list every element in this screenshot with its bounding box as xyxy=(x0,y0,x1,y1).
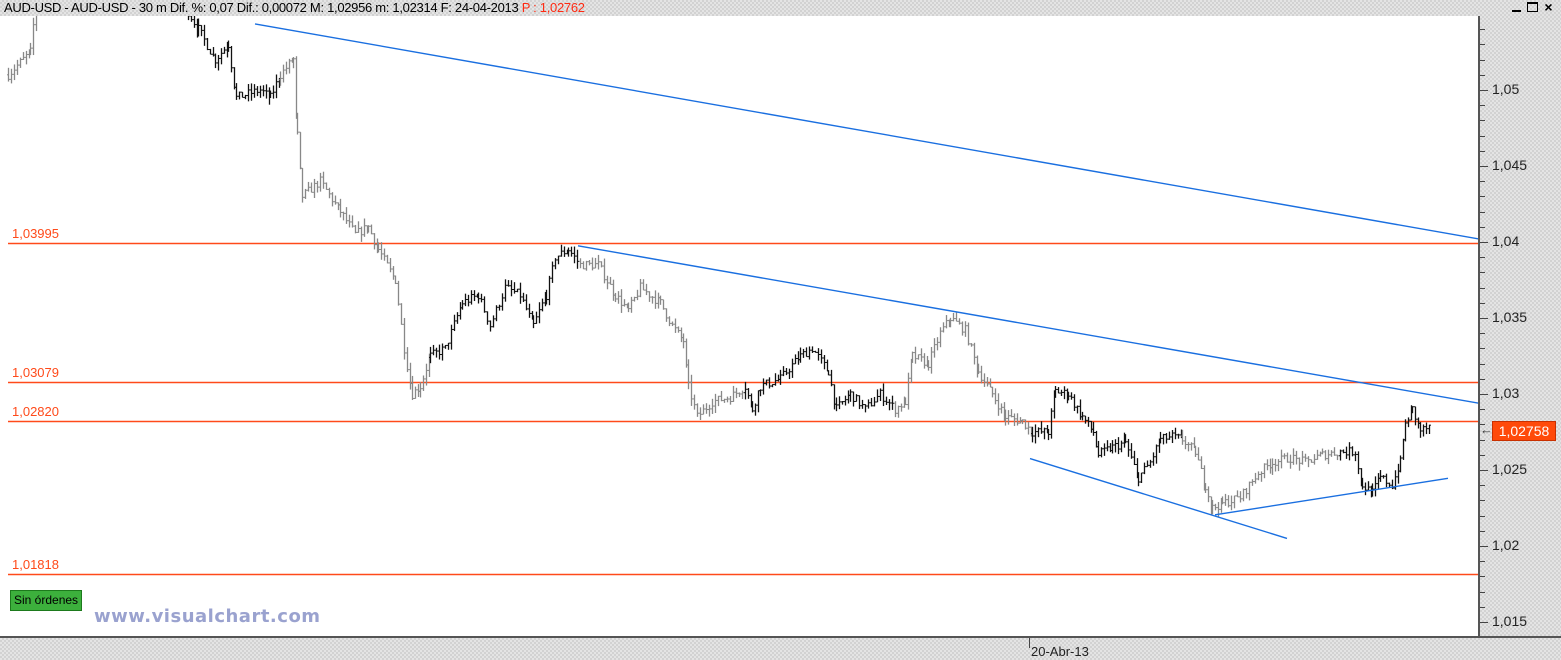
y-tick-mark xyxy=(1480,166,1488,167)
y-tick-mark xyxy=(1480,29,1485,31)
title-last-price: P : 1,02762 xyxy=(521,0,585,15)
title-dif: Dif.: 0,00072 xyxy=(236,0,307,15)
title-min: m: 1,02314 xyxy=(375,0,438,15)
maximize-button[interactable] xyxy=(1526,1,1539,14)
y-tick-mark xyxy=(1480,150,1485,152)
y-tick-mark xyxy=(1480,606,1485,608)
y-tick-mark xyxy=(1480,196,1485,198)
y-tick-mark xyxy=(1480,546,1488,547)
level-label: 1,02820 xyxy=(12,403,59,419)
x-tick-mark xyxy=(1029,638,1030,648)
y-tick-mark xyxy=(1480,378,1485,380)
chart-plot-area[interactable]: 1,03995 1,03079 1,02820 1,01818 Sin órdenes… xyxy=(0,16,1478,636)
price-axis[interactable]: 1,05 1,045 1,04 1,035 1,03 1,025 1,02 1,015 xyxy=(1478,16,1561,636)
y-tick-label: 1,015 xyxy=(1492,613,1528,629)
y-tick-mark xyxy=(1480,135,1485,137)
y-tick-mark xyxy=(1480,439,1485,441)
y-tick-mark xyxy=(1480,257,1485,259)
level-label: 1,03079 xyxy=(12,364,59,380)
time-axis[interactable]: 20-Abr-13 xyxy=(0,636,1561,660)
y-tick-mark xyxy=(1480,59,1485,61)
title-dif-pct: Dif. %: 0,07 xyxy=(169,0,234,15)
level-label: 1,01818 xyxy=(12,556,59,572)
title-date: F: 24-04-2013 xyxy=(440,0,519,15)
window-controls: × xyxy=(1510,0,1555,15)
y-tick-mark xyxy=(1480,561,1485,563)
chart-title: AUD-USD - AUD-USD - 30 m Dif. %: 0,07 Di… xyxy=(4,0,585,16)
y-tick-mark xyxy=(1480,530,1485,532)
y-tick-mark xyxy=(1480,333,1485,335)
trend-line-upper-resistance xyxy=(254,23,1478,240)
y-tick-mark xyxy=(1480,576,1485,578)
level-label: 1,03995 xyxy=(12,225,59,241)
y-tick-label: 1,04 xyxy=(1492,233,1520,249)
y-tick-mark xyxy=(1480,318,1488,319)
y-tick-mark xyxy=(1480,74,1485,76)
y-tick-mark xyxy=(1480,454,1485,456)
title-timeframe: 30 m xyxy=(138,0,167,15)
last-price-arrow-icon: ← xyxy=(1480,421,1493,437)
y-tick-mark xyxy=(1480,622,1488,623)
y-tick-mark xyxy=(1480,181,1485,183)
y-tick-mark xyxy=(1480,272,1485,274)
y-tick-label: 1,05 xyxy=(1492,81,1520,97)
y-tick-label: 1,035 xyxy=(1492,309,1528,325)
y-tick-mark xyxy=(1480,348,1485,350)
y-tick-mark xyxy=(1480,302,1485,304)
y-tick-mark xyxy=(1480,120,1485,122)
orders-status-badge[interactable]: Sin órdenes xyxy=(10,590,83,611)
minimize-button[interactable] xyxy=(1510,1,1523,14)
y-tick-mark xyxy=(1480,424,1485,426)
y-tick-mark xyxy=(1480,242,1488,243)
y-tick-label: 1,02 xyxy=(1492,537,1520,553)
x-tick-label: 20-Abr-13 xyxy=(1031,644,1089,659)
y-tick-mark xyxy=(1480,90,1488,91)
y-tick-mark xyxy=(1480,211,1485,213)
watermark-text: www.visualchart.com xyxy=(94,606,321,627)
y-tick-mark xyxy=(1480,44,1485,46)
y-tick-label: 1,025 xyxy=(1492,461,1528,477)
price-chart-svg xyxy=(7,16,1478,576)
y-tick-label: 1,045 xyxy=(1492,157,1528,173)
window-titlebar: AUD-USD - AUD-USD - 30 m Dif. %: 0,07 Di… xyxy=(0,0,1561,16)
y-tick-mark xyxy=(1480,500,1485,502)
title-max: M: 1,02956 xyxy=(309,0,372,15)
y-tick-label: 1,03 xyxy=(1492,385,1520,401)
trend-line-middle-resistance xyxy=(577,245,1478,404)
y-tick-mark xyxy=(1480,363,1485,365)
y-tick-mark xyxy=(1480,394,1488,395)
trend-line-lower-channel xyxy=(1029,457,1288,540)
close-button[interactable]: × xyxy=(1544,0,1553,15)
y-tick-mark xyxy=(1480,105,1485,107)
y-tick-mark xyxy=(1480,591,1485,593)
trend-line-rising-support xyxy=(1214,477,1449,516)
y-tick-mark xyxy=(1480,409,1485,411)
y-tick-mark xyxy=(1480,470,1488,471)
y-tick-mark xyxy=(1480,226,1485,228)
y-tick-mark xyxy=(1480,485,1485,487)
last-price-tag: 1,02758 xyxy=(1492,420,1556,441)
title-symbol: AUD-USD - AUD-USD - xyxy=(4,0,139,15)
y-tick-mark xyxy=(1480,287,1485,289)
y-tick-mark xyxy=(1480,515,1485,517)
